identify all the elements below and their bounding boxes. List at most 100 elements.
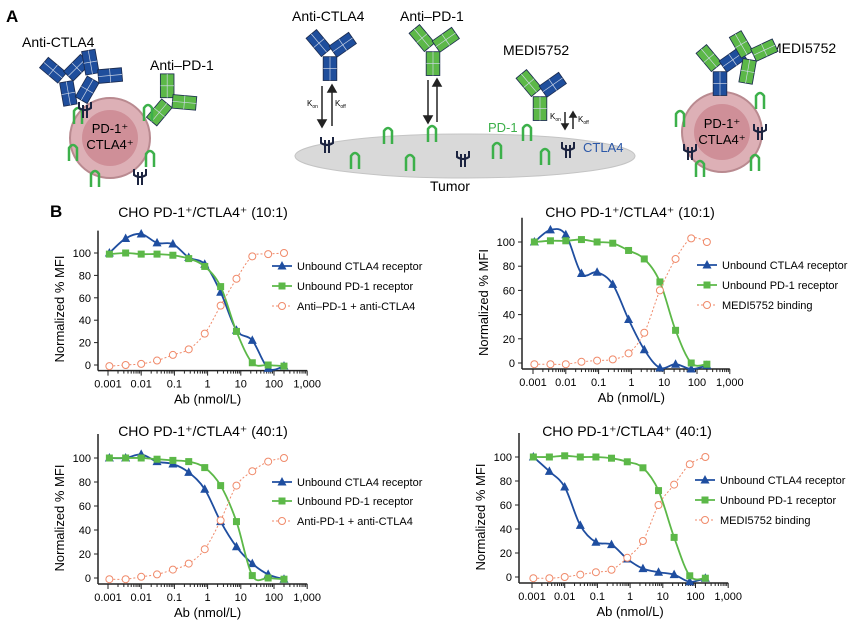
y-tick-label: 0	[509, 358, 515, 370]
data-point-square	[105, 250, 113, 258]
y-tick-label: 80	[79, 270, 91, 282]
series-line-open-circle	[109, 457, 285, 580]
data-point-square	[201, 262, 209, 270]
data-point-circle	[216, 516, 225, 525]
data-point-circle	[232, 274, 241, 283]
domain-line	[183, 95, 186, 110]
legend-label: Unbound PD-1 receptor	[722, 280, 839, 292]
data-point-circle	[153, 356, 162, 365]
data-point-triangle	[638, 563, 648, 573]
series-line-open-circle	[533, 456, 706, 579]
data-point-square	[608, 454, 616, 462]
antibody-domain	[74, 75, 100, 105]
data-point-square	[153, 455, 161, 463]
x-axis-label: Ab (nmol/L)	[174, 392, 241, 407]
data-point-triangle	[685, 576, 695, 586]
data-point-triangle	[591, 537, 601, 546]
legend-label: Anti-PD-1 + anti-CTLA4	[297, 516, 413, 528]
data-point-circle	[200, 545, 209, 554]
domain-line	[48, 64, 58, 76]
antibody-icon	[728, 30, 779, 85]
data-point-square	[185, 255, 193, 263]
legend-label: Unbound CTLA4 receptor	[722, 260, 848, 272]
y-axis-label: Normalized % MFI	[52, 465, 67, 572]
domain-line	[548, 79, 557, 91]
series-line-triangle	[532, 456, 706, 583]
data-point-triangle	[686, 364, 696, 373]
data-point-circle	[687, 234, 696, 243]
data-point-triangle	[607, 539, 617, 549]
y-tick-label: 60	[503, 285, 515, 297]
x-tick-label: 0.001	[94, 379, 122, 391]
domain-line	[313, 38, 325, 48]
x-tick-label: 10	[657, 591, 669, 603]
data-point-circle	[670, 480, 679, 489]
data-point-circle	[137, 572, 146, 581]
domain-line	[740, 69, 755, 73]
antibody-icons	[38, 24, 779, 187]
data-point-square	[701, 496, 709, 504]
data-point-circle	[671, 254, 680, 263]
y-tick-label: 80	[79, 477, 91, 489]
data-point-triangle	[544, 466, 554, 475]
data-point-square	[656, 278, 664, 286]
y-tick-label: 20	[500, 548, 512, 560]
data-point-circle	[561, 360, 570, 369]
data-point-triangle	[561, 229, 571, 239]
left-cell-nucleus	[82, 110, 138, 166]
left-cell-label-ctla4: CTLA4⁺	[86, 137, 133, 152]
pd1-receptor-icon	[539, 147, 551, 165]
pd1-receptor-icon	[754, 91, 766, 109]
data-point-square	[625, 246, 633, 254]
data-point-square	[655, 487, 663, 495]
y-tick-label: 80	[500, 476, 512, 488]
data-point-circle	[279, 454, 288, 462]
data-point-square	[546, 237, 554, 245]
x-tick-label: 100	[688, 377, 706, 389]
x-tick-label: 100	[265, 379, 283, 391]
domain-line	[61, 91, 76, 95]
data-point-square	[640, 255, 648, 263]
data-point-square	[561, 452, 569, 460]
data-point-square	[122, 454, 130, 462]
antibody-icon	[74, 48, 124, 105]
y-tick-label: 100	[494, 452, 512, 464]
right-cell-label-pd1: PD-1⁺	[704, 116, 740, 131]
pd1-receptor-label: PD-1	[488, 120, 518, 135]
pd1-receptor-icon	[349, 151, 361, 169]
pd1-receptor-icon	[674, 109, 686, 127]
panel-b-charts: CHO PD-1⁺/CTLA4⁺ (10:1)0204060801000.001…	[52, 204, 848, 620]
data-point-square	[232, 327, 240, 335]
y-tick-label: 100	[497, 237, 515, 249]
data-point-triangle	[545, 224, 555, 234]
y-tick-label: 20	[503, 334, 515, 346]
data-point-square	[264, 361, 272, 369]
data-point-square	[137, 250, 145, 258]
data-point-triangle	[560, 482, 570, 491]
data-point-square	[185, 458, 193, 466]
data-point-triangle	[277, 261, 287, 270]
data-point-circle	[232, 481, 241, 490]
data-point-triangle	[247, 335, 257, 344]
x-tick-label: 0.001	[518, 591, 546, 603]
x-tick-label: 0.01	[130, 379, 151, 391]
data-point-square	[639, 464, 647, 472]
x-tick-label: 0.1	[590, 591, 605, 603]
data-point-circle	[591, 568, 600, 577]
legend-label: MEDI5752 binding	[722, 300, 813, 312]
ctla4-receptor-icon	[320, 137, 334, 153]
antibody-domain	[728, 30, 754, 59]
y-tick-label: 40	[503, 310, 515, 322]
data-point-circle	[685, 460, 694, 469]
x-tick-label: 0.1	[167, 592, 182, 604]
data-point-circle	[264, 250, 273, 259]
data-point-circle	[278, 517, 286, 525]
legend-label: Unbound CTLA4 receptor	[720, 475, 846, 487]
data-point-circle	[105, 575, 114, 584]
data-point-square	[593, 238, 601, 246]
domain-line	[761, 43, 768, 57]
right-cell-nucleus	[694, 104, 750, 160]
data-point-circle	[623, 553, 632, 562]
antibody-domain	[171, 94, 198, 111]
data-point-triangle	[184, 467, 194, 476]
